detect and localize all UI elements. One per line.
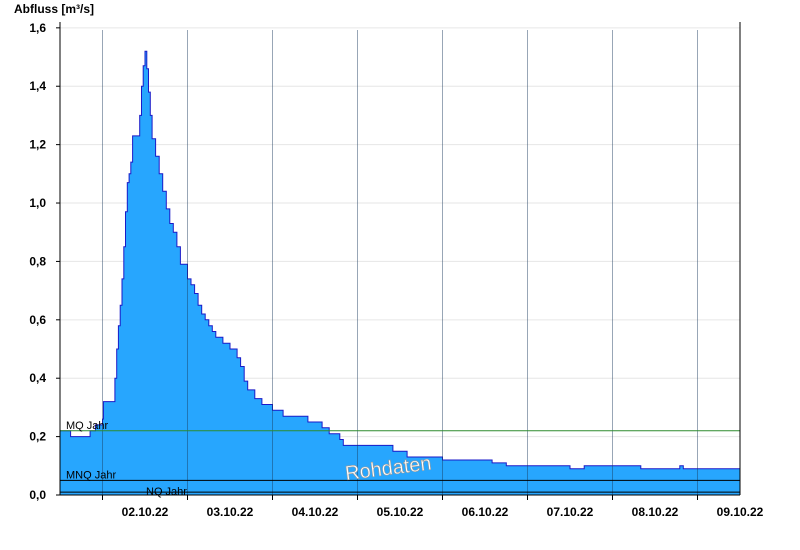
area-layer xyxy=(60,50,740,495)
y-tick-label: 0,8 xyxy=(29,254,46,268)
y-ticks: 0,0 0,2 0,4 0,6 0,8 1,0 1,2 1,4 1,6 xyxy=(29,21,60,502)
y-tick-label: 0,2 xyxy=(29,430,46,444)
reference-line-label: MQ Jahr xyxy=(66,420,109,432)
y-axis-label: Abfluss [m³/s] xyxy=(14,2,94,16)
y-tick-label: 1,2 xyxy=(29,138,46,152)
y-tick-label: 1,4 xyxy=(29,79,46,93)
discharge-area xyxy=(60,51,740,495)
watermark-text: Rohdaten xyxy=(344,453,433,485)
x-ticks: 02.10.22 03.10.22 04.10.22 05.10.22 06.10.22… xyxy=(102,495,764,519)
x-tick-label: 09.10.22 xyxy=(717,505,764,519)
x-tick-label: 03.10.22 xyxy=(207,505,254,519)
y-tick-label: 1,0 xyxy=(29,196,46,210)
x-tick-label: 05.10.22 xyxy=(377,505,424,519)
y-tick-label: 0,6 xyxy=(29,313,46,327)
x-tick-label: 08.10.22 xyxy=(632,505,679,519)
x-tick-label: 04.10.22 xyxy=(292,505,339,519)
y-tick-label: 0,0 xyxy=(29,488,46,502)
day-lines xyxy=(102,30,698,495)
x-tick-label: 06.10.22 xyxy=(462,505,509,519)
y-tick-label: 0,4 xyxy=(29,371,46,385)
reference-line-label: MNQ Jahr xyxy=(66,469,116,481)
axes xyxy=(59,22,741,496)
watermark-layer: Rohdaten xyxy=(344,452,433,485)
x-tick-label: 02.10.22 xyxy=(122,505,169,519)
reference-line-label: NQ Jahr xyxy=(146,486,187,498)
y-tick-label: 1,6 xyxy=(29,21,46,35)
x-tick-label: 07.10.22 xyxy=(547,505,594,519)
